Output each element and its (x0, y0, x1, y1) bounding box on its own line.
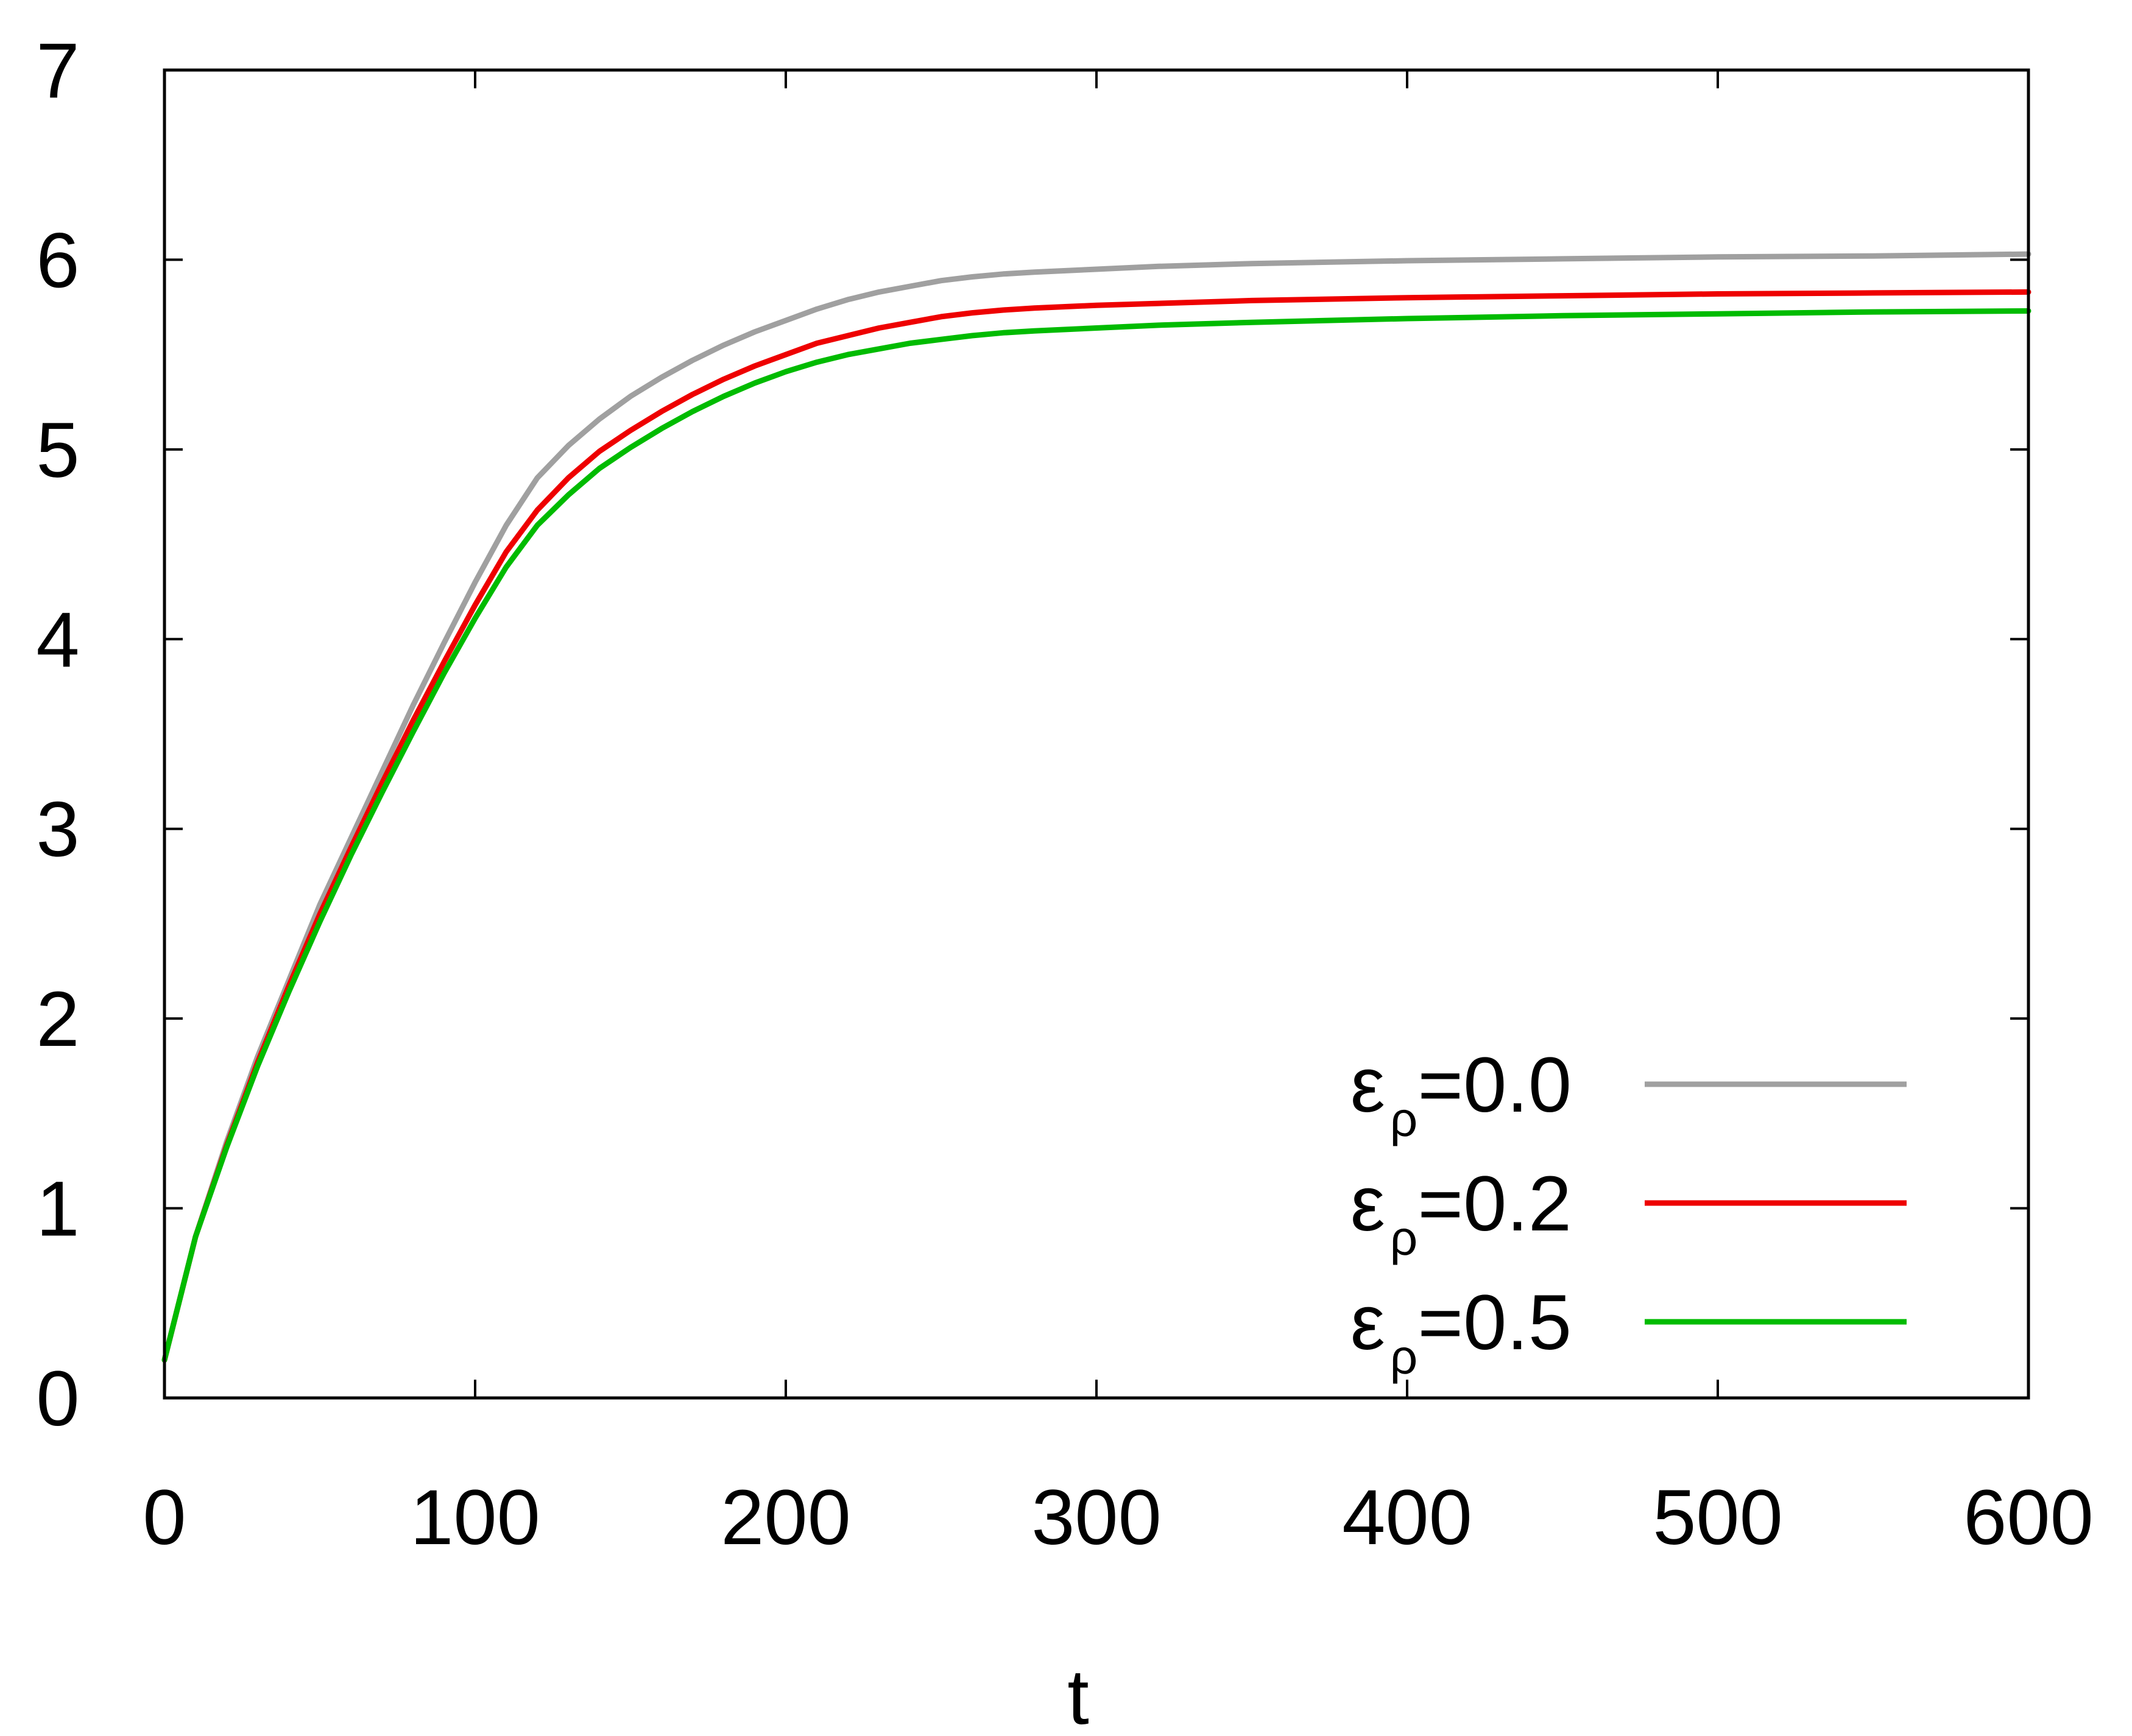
legend: ε ρ=0.0 ε ρ=0.2 ε ρ=0.5 (1350, 1042, 1907, 1384)
legend-label-2: ε ρ=0.5 (1350, 1279, 1572, 1384)
series-line-1 (161, 289, 2031, 1363)
legend-label-0: ε ρ=0.0 (1350, 1042, 1572, 1146)
y-tick-label-0: 0 (36, 1355, 79, 1442)
y-tick-label-3: 3 (36, 786, 79, 873)
ticks-layer (163, 69, 2030, 1399)
y-tick-label-5: 5 (36, 407, 79, 494)
legend-label-1: ε ρ=0.2 (1350, 1160, 1572, 1265)
y-tick-label-7: 7 (36, 27, 79, 115)
y-tick-label-4: 4 (36, 596, 79, 683)
x-tick-label-2: 200 (721, 1474, 851, 1561)
x-axis-title: t (1067, 1654, 1089, 1736)
series-line-2 (161, 308, 2031, 1363)
x-tick-label-3: 300 (1031, 1474, 1162, 1561)
y-tick-label-6: 6 (36, 217, 79, 304)
x-tick-label-6: 600 (1963, 1474, 2094, 1561)
y-tick-labels: 0 1 2 3 4 5 6 7 (36, 27, 79, 1442)
x-tick-label-0: 0 (143, 1474, 186, 1561)
x-tick-label-5: 500 (1653, 1474, 1783, 1561)
y-tick-label-2: 2 (36, 976, 79, 1063)
x-tick-labels: 0 100 200 300 400 500 600 (143, 1474, 2093, 1561)
series-line-0 (161, 251, 2031, 1363)
x-tick-label-1: 100 (410, 1474, 540, 1561)
x-tick-label-4: 400 (1342, 1474, 1472, 1561)
y-tick-label-1: 1 (36, 1166, 79, 1253)
series-layer (161, 251, 2031, 1363)
